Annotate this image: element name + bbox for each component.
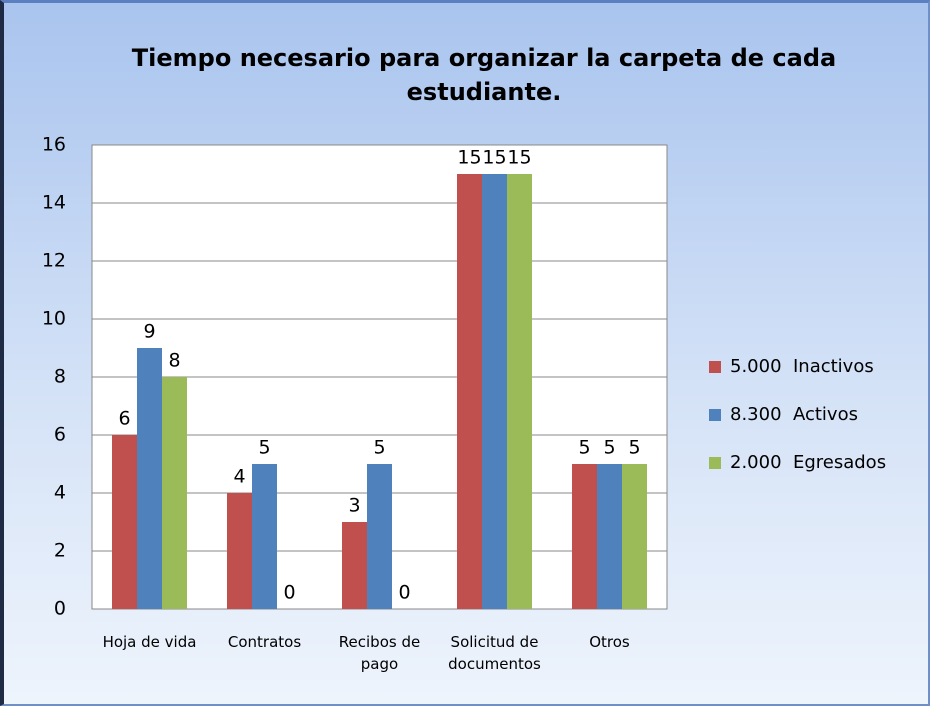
bar xyxy=(572,464,597,609)
data-label: 5 xyxy=(578,437,590,459)
y-tick-label: 6 xyxy=(54,424,66,446)
x-tick-label: Recibos de pago xyxy=(338,633,421,673)
y-tick-label: 2 xyxy=(54,540,66,562)
data-label: 3 xyxy=(348,495,360,517)
legend-label: 5.000 Inactivos xyxy=(730,356,874,377)
bar xyxy=(457,174,482,609)
y-tick-label: 12 xyxy=(42,250,66,272)
data-label: 15 xyxy=(457,147,481,169)
data-label: 15 xyxy=(507,147,531,169)
y-tick-label: 8 xyxy=(54,366,66,388)
bar xyxy=(227,493,252,609)
legend-swatch xyxy=(709,409,721,421)
data-label: 9 xyxy=(143,321,155,343)
y-tick-label: 0 xyxy=(54,598,66,620)
bar xyxy=(252,464,277,609)
legend-swatch xyxy=(709,457,721,469)
data-label: 4 xyxy=(233,466,245,488)
bar xyxy=(482,174,507,609)
data-label: 5 xyxy=(258,437,270,459)
y-tick-label: 16 xyxy=(42,134,66,156)
bar xyxy=(162,377,187,609)
data-label: 5 xyxy=(603,437,615,459)
x-tick-label: Solicitud de documentos xyxy=(448,633,541,673)
data-label: 0 xyxy=(283,582,295,604)
x-tick-label: Contratos xyxy=(227,633,302,651)
data-label: 6 xyxy=(118,408,130,430)
data-label: 15 xyxy=(482,147,506,169)
data-label: 5 xyxy=(373,437,385,459)
bar xyxy=(342,522,367,609)
legend-swatch xyxy=(709,361,721,373)
data-label: 0 xyxy=(398,582,410,604)
bar xyxy=(137,348,162,609)
bar xyxy=(507,174,532,609)
chart-title: Tiempo necesario para organizar la carpe… xyxy=(131,44,837,106)
legend-label: 8.300 Activos xyxy=(730,404,858,425)
bar xyxy=(597,464,622,609)
data-label: 5 xyxy=(628,437,640,459)
data-label: 8 xyxy=(168,350,180,372)
y-tick-label: 4 xyxy=(54,482,66,504)
legend-label: 2.000 Egresados xyxy=(730,452,886,473)
x-tick-label: Otros xyxy=(589,633,630,651)
y-tick-label: 10 xyxy=(42,308,66,330)
bar xyxy=(622,464,647,609)
bar xyxy=(367,464,392,609)
y-tick-label: 14 xyxy=(42,192,66,214)
bar xyxy=(112,435,137,609)
x-tick-label: Hoja de vida xyxy=(102,633,197,651)
